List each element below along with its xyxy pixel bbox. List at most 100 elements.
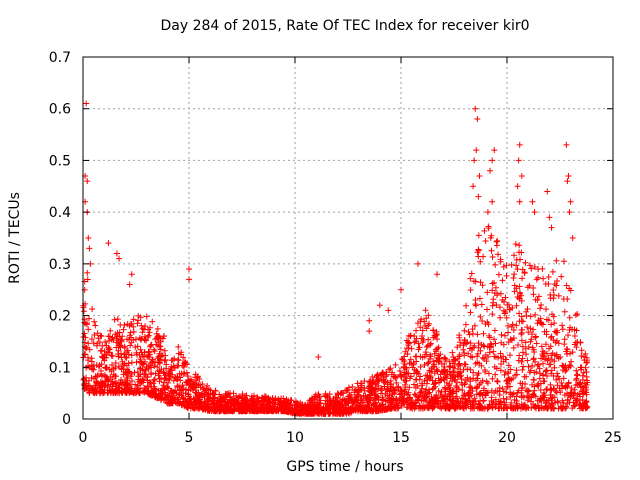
data-point bbox=[489, 375, 496, 382]
data-point bbox=[392, 396, 399, 403]
data-point bbox=[409, 364, 416, 371]
data-point bbox=[151, 383, 158, 390]
data-point bbox=[519, 343, 526, 350]
data-point bbox=[175, 343, 182, 350]
data-point bbox=[388, 395, 395, 402]
data-point bbox=[337, 400, 344, 407]
data-point bbox=[550, 385, 557, 392]
data-point bbox=[483, 306, 490, 313]
data-point bbox=[84, 269, 91, 276]
data-point bbox=[477, 313, 484, 320]
data-point bbox=[541, 392, 548, 399]
data-point bbox=[292, 398, 299, 405]
data-point bbox=[157, 338, 164, 345]
data-point bbox=[192, 371, 199, 378]
data-point bbox=[181, 359, 188, 366]
data-point bbox=[102, 338, 109, 345]
data-point bbox=[254, 399, 261, 406]
data-point bbox=[556, 375, 563, 382]
data-point bbox=[491, 336, 498, 343]
data-point bbox=[424, 373, 431, 380]
data-point bbox=[519, 355, 526, 362]
data-point bbox=[85, 315, 92, 322]
data-point bbox=[491, 279, 498, 286]
data-point bbox=[547, 381, 554, 388]
data-point bbox=[515, 357, 522, 364]
data-point bbox=[513, 371, 520, 378]
data-point bbox=[162, 356, 169, 363]
data-point bbox=[538, 301, 545, 308]
data-point bbox=[547, 295, 554, 302]
data-point bbox=[85, 326, 92, 333]
data-point bbox=[461, 390, 468, 397]
data-point bbox=[414, 383, 421, 390]
data-point bbox=[128, 378, 135, 385]
data-point bbox=[121, 351, 128, 358]
data-point bbox=[186, 276, 192, 283]
data-point bbox=[163, 365, 170, 372]
data-point bbox=[571, 386, 578, 393]
data-point bbox=[223, 408, 230, 415]
data-point bbox=[380, 396, 387, 403]
data-point bbox=[423, 325, 430, 332]
data-point bbox=[484, 380, 491, 387]
data-point bbox=[199, 381, 206, 388]
data-point bbox=[516, 141, 523, 148]
data-point bbox=[277, 399, 284, 406]
data-point bbox=[398, 286, 404, 293]
data-point bbox=[479, 354, 486, 361]
data-point bbox=[471, 342, 478, 349]
data-point bbox=[345, 393, 352, 400]
data-point bbox=[366, 392, 373, 399]
data-point bbox=[408, 360, 415, 367]
data-point bbox=[464, 366, 471, 373]
data-point bbox=[442, 355, 449, 362]
data-point bbox=[276, 404, 283, 411]
data-point bbox=[126, 281, 133, 288]
data-point bbox=[132, 344, 139, 351]
data-point bbox=[531, 264, 538, 271]
data-point bbox=[194, 382, 201, 389]
y-tick-label: 0.7 bbox=[49, 50, 71, 66]
data-point bbox=[440, 395, 447, 402]
data-point bbox=[503, 389, 510, 396]
data-point bbox=[141, 333, 148, 340]
data-point bbox=[521, 269, 528, 276]
data-point bbox=[505, 301, 512, 308]
data-point bbox=[304, 406, 311, 413]
data-point bbox=[269, 396, 276, 403]
data-point bbox=[529, 362, 536, 369]
data-point bbox=[180, 364, 187, 371]
data-point bbox=[549, 401, 556, 408]
data-point bbox=[146, 390, 153, 397]
data-point bbox=[111, 316, 118, 323]
data-point bbox=[530, 326, 537, 333]
data-point bbox=[141, 353, 148, 360]
data-point bbox=[171, 355, 178, 362]
data-point bbox=[425, 359, 432, 366]
data-point bbox=[91, 332, 98, 339]
data-point bbox=[449, 360, 456, 367]
data-point bbox=[161, 394, 168, 401]
data-point bbox=[524, 324, 531, 331]
data-point bbox=[435, 387, 442, 394]
data-point bbox=[542, 341, 549, 348]
data-point bbox=[513, 302, 520, 309]
data-point bbox=[299, 401, 306, 408]
data-point bbox=[141, 370, 148, 377]
data-point bbox=[438, 389, 445, 396]
data-point bbox=[403, 370, 410, 377]
data-point bbox=[415, 340, 422, 347]
data-point bbox=[216, 391, 223, 398]
data-point bbox=[484, 319, 491, 326]
data-point bbox=[242, 405, 249, 412]
data-point bbox=[564, 178, 571, 185]
data-point bbox=[561, 308, 568, 315]
data-point bbox=[95, 335, 102, 342]
data-point bbox=[355, 387, 362, 394]
data-point bbox=[478, 362, 485, 369]
data-point bbox=[203, 401, 210, 408]
data-point bbox=[104, 384, 111, 391]
data-point bbox=[160, 382, 167, 389]
data-point bbox=[157, 346, 164, 353]
